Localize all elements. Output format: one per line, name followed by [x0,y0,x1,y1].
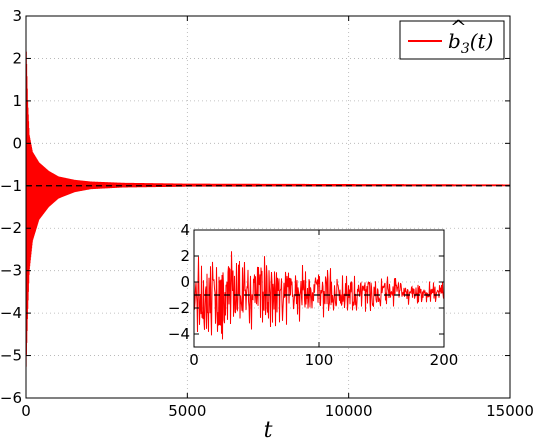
legend-label-b: b [448,29,461,53]
main-ytick-label-3: 3 [12,7,22,25]
inset-series-line [193,251,445,340]
main-ytick-label-1: 1 [12,92,22,110]
inset-ytick-label--4: −4 [168,325,190,343]
main-series [25,39,511,367]
main-xtick-label-5000: 5000 [168,402,206,420]
main-xtick-label-10000: 10000 [325,402,373,420]
main-ytick-label--6: −6 [0,389,22,407]
main-ytick-label--2: −2 [0,219,22,237]
inset-ytick-label-4: 4 [180,221,190,239]
inset-xtick-label-200: 200 [430,351,459,369]
main-ytick-label-2: 2 [12,49,22,67]
inset-ticks: 0 100 200 −4 −2 0 2 4 [168,221,458,369]
inset-ytick-label-0: 0 [180,273,190,291]
inset-axes: 0 100 200 −4 −2 0 2 4 [168,221,458,369]
legend-label: b3(t) [448,29,493,57]
inset-xtick-label-100: 100 [305,351,334,369]
legend-hat: ^ [450,15,467,39]
main-ytick-label--5: −5 [0,347,22,365]
main-ytick-label--3: −3 [0,262,22,280]
legend: b3(t) ^ [399,15,505,60]
x-axis-label: t [264,418,273,440]
inset-ytick-label-2: 2 [180,247,190,265]
legend-label-arg: (t) [470,29,494,53]
series-b3-line [25,39,511,367]
inset-xtick-label-0: 0 [189,351,199,369]
main-ytick-label--4: −4 [0,304,22,322]
main-ytick-label--1: −1 [0,177,22,195]
inset-ytick-label--2: −2 [168,299,190,317]
main-xtick-label-15000: 15000 [486,402,534,420]
main-axes-frame [25,15,511,399]
legend-label-sub: 3 [461,41,470,57]
inset-series [193,251,445,340]
main-ytick-label-0: 0 [12,134,22,152]
main-xtick-label-0: 0 [21,402,31,420]
